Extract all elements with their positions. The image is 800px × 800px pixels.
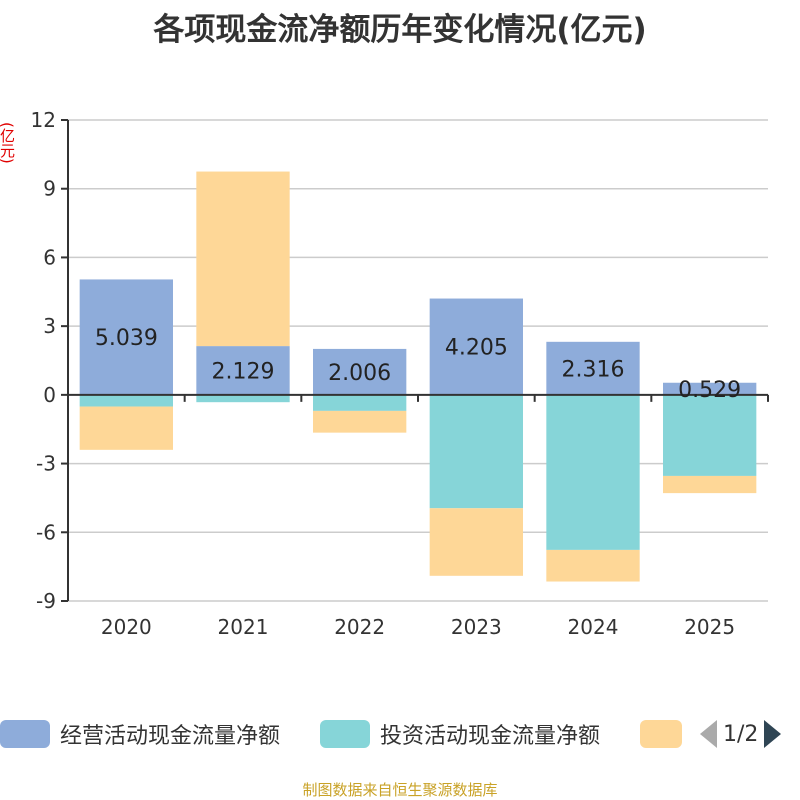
legend-page-indicator: 1/2 bbox=[723, 721, 759, 747]
data-labels: 5.039 2.129 2.006 4.205 2.316 0.529 bbox=[95, 326, 741, 403]
y-tick-label: 3 bbox=[43, 314, 56, 338]
data-label: 2.129 bbox=[212, 359, 275, 384]
y-tick-label: 9 bbox=[43, 177, 56, 201]
bar-segment-2020-s2[interactable] bbox=[79, 406, 173, 450]
bar-segment-2023-s1[interactable] bbox=[429, 394, 523, 509]
legend-swatch bbox=[640, 720, 682, 748]
bar-segment-2022-s1[interactable] bbox=[313, 394, 407, 411]
bar-segment-2020-s0[interactable] bbox=[79, 279, 173, 395]
chart-title: 各项现金流净额历年变化情况(亿元) bbox=[153, 12, 647, 48]
data-label: 5.039 bbox=[95, 326, 158, 351]
axes: 12 9 6 3 0 -3 -6 -9 2020 2021 2022 2023 2024 2025 bbox=[31, 108, 769, 639]
y-axis-unit-label: (亿元) bbox=[0, 122, 16, 164]
x-tick-label: 2022 bbox=[334, 615, 385, 639]
bar-segment-2023-s2[interactable] bbox=[429, 508, 523, 576]
grid-lines bbox=[68, 119, 768, 602]
bar-segment-2021-s1[interactable] bbox=[196, 394, 290, 403]
data-label: 2.006 bbox=[328, 361, 391, 386]
y-tick-label: -3 bbox=[36, 452, 56, 476]
bar-segment-2023-s0[interactable] bbox=[429, 298, 523, 395]
x-tick-label: 2024 bbox=[568, 615, 619, 639]
bar-segment-2024-s1[interactable] bbox=[546, 394, 640, 550]
y-tick-label: -9 bbox=[36, 589, 56, 613]
bar-segment-2021-s0[interactable] bbox=[196, 346, 290, 395]
bars bbox=[79, 171, 757, 582]
legend-swatch bbox=[0, 720, 50, 748]
bar-segment-2021-s2[interactable] bbox=[196, 171, 290, 347]
bar-segment-2025-s0[interactable] bbox=[663, 382, 757, 395]
y-tick-label: 6 bbox=[43, 245, 56, 269]
legend-prev-page-icon[interactable] bbox=[700, 720, 717, 748]
data-label: 4.205 bbox=[445, 336, 508, 361]
x-tick-label: 2020 bbox=[101, 615, 152, 639]
data-label: 0.529 bbox=[678, 378, 741, 403]
data-source-note: 制图数据来自恒生聚源数据库 bbox=[302, 781, 498, 799]
bar-segment-2025-s2[interactable] bbox=[663, 475, 757, 494]
legend-pager: 1/2 bbox=[700, 718, 782, 750]
legend-label: 经营活动现金流量净额 bbox=[60, 724, 281, 749]
bar-segment-2020-s1[interactable] bbox=[79, 394, 173, 407]
bar-segment-2024-s0[interactable] bbox=[546, 341, 640, 395]
x-tick-label: 2021 bbox=[218, 615, 269, 639]
data-label: 2.316 bbox=[562, 357, 625, 382]
bar-segment-2022-s0[interactable] bbox=[313, 348, 407, 395]
stacked-bar-chart: 12 9 6 3 0 -3 -6 -9 2020 2021 2022 2023 2024 2025 5.0… bbox=[31, 108, 769, 639]
x-tick-label: 2023 bbox=[451, 615, 502, 639]
bar-segment-2025-s1[interactable] bbox=[663, 394, 757, 476]
legend-item-investing[interactable]: 投资活动现金流量净额 bbox=[320, 718, 600, 750]
legend-label: 投资活动现金流量净额 bbox=[380, 724, 601, 749]
x-tick-label: 2025 bbox=[684, 615, 735, 639]
bar-segment-2024-s2[interactable] bbox=[546, 549, 640, 582]
y-tick-label: 0 bbox=[43, 383, 56, 407]
legend-swatch bbox=[320, 720, 370, 748]
legend-item-operating[interactable]: 经营活动现金流量净额 bbox=[0, 718, 280, 750]
y-tick-label: 12 bbox=[31, 108, 56, 132]
y-tick-label: -6 bbox=[36, 520, 56, 544]
legend-next-page-icon[interactable] bbox=[764, 720, 782, 748]
bar-segment-2022-s2[interactable] bbox=[313, 410, 407, 433]
legend-item-financing[interactable] bbox=[640, 718, 682, 750]
